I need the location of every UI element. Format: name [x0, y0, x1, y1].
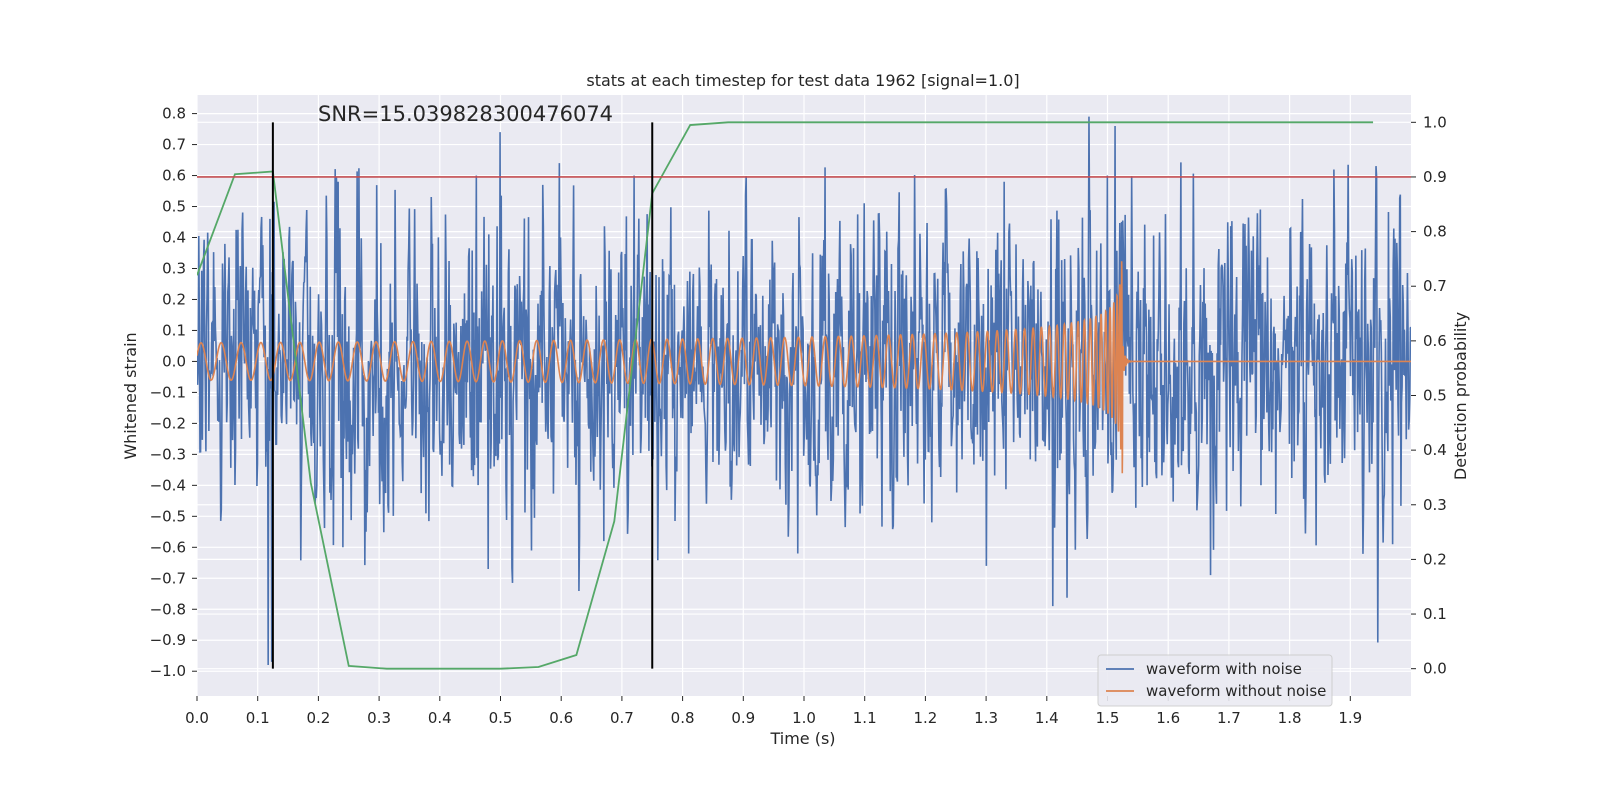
series-waveform-without-noise	[197, 261, 1411, 474]
y-tick-label: 0.5	[162, 198, 186, 216]
x-tick-label: 0.8	[671, 709, 695, 727]
y-tick-label: −0.4	[150, 476, 186, 494]
y-tick-label: 0.6	[162, 167, 186, 185]
marker-lines	[271, 122, 654, 669]
y2-tick-label: 0.3	[1423, 496, 1447, 514]
y2-tick-label: 0.9	[1423, 168, 1447, 186]
y-tick-label: −0.6	[150, 538, 186, 556]
chart-title: stats at each timestep for test data 196…	[586, 71, 1019, 90]
x-axis: 0.0 0.1 0.2 0.3 0.4 0.5 0.6 0.7 0.8 0.9 1.0 1.1 1.2 1…	[185, 696, 1362, 727]
y2-tick-label: 1.0	[1423, 113, 1447, 131]
x-tick-label: 1.6	[1156, 709, 1180, 727]
x-tick-label: 1.7	[1217, 709, 1241, 727]
x-tick-label: 1.8	[1278, 709, 1302, 727]
y-tick-label: 0.1	[162, 321, 186, 339]
x-tick-label: 0.1	[246, 709, 270, 727]
y-tick-label: 0.8	[162, 105, 186, 123]
legend: waveform with noise waveform without noi…	[1097, 654, 1333, 707]
x-tick-label: 0.9	[731, 709, 755, 727]
snr-annotation: SNR=15.039828300476074	[318, 102, 613, 126]
x-tick-label: 1.3	[974, 709, 998, 727]
x-tick-label: 0.2	[306, 709, 330, 727]
y-axis-left: 0.8 0.7 0.6 0.5 0.4 0.3 0.2 0.1 0.0 −0.1 −0.2 −0.3 −…	[150, 105, 197, 680]
x-tick-label: 0.6	[549, 709, 573, 727]
y-axis-label: Whitened strain	[121, 332, 140, 459]
x-tick-label: 1.5	[1096, 709, 1120, 727]
y-tick-label: 0.4	[162, 229, 186, 247]
x-tick-label: 1.0	[792, 709, 816, 727]
x-tick-label: 0.7	[610, 709, 634, 727]
x-tick-label: 0.0	[185, 709, 209, 727]
x-tick-label: 1.2	[913, 709, 937, 727]
y-tick-label: −0.9	[150, 631, 186, 649]
y2-axis-label: Detection probability	[1451, 312, 1470, 480]
y2-tick-label: 0.1	[1423, 605, 1447, 623]
y-tick-label: −0.1	[150, 383, 186, 401]
y-tick-label: −0.8	[150, 600, 186, 618]
y-tick-label: −1.0	[150, 662, 186, 680]
y2-tick-label: 0.6	[1423, 332, 1447, 350]
y2-tick-label: 0.4	[1423, 441, 1447, 459]
y-tick-label: −0.5	[150, 507, 186, 525]
x-tick-label: 0.5	[489, 709, 513, 727]
y-tick-label: 0.7	[162, 136, 186, 154]
y-tick-label: 0.3	[162, 259, 186, 277]
x-axis-label: Time (s)	[769, 729, 835, 748]
y-tick-label: 0.0	[162, 352, 186, 370]
y2-tick-label: 0.8	[1423, 223, 1447, 241]
series-waveform-with-noise	[197, 116, 1411, 666]
y-tick-label: −0.7	[150, 569, 186, 587]
legend-label-clean: waveform without noise	[1146, 682, 1326, 700]
y2-tick-label: 0.0	[1423, 660, 1447, 678]
y-axis-right: 1.0 0.9 0.8 0.7 0.6 0.5 0.4 0.3 0.2 0.1 0.0	[1411, 113, 1447, 678]
x-tick-label: 1.1	[853, 709, 877, 727]
x-tick-label: 1.9	[1338, 709, 1362, 727]
y2-tick-label: 0.2	[1423, 550, 1447, 568]
series-detection-probability	[197, 121, 1374, 670]
y2-tick-label: 0.7	[1423, 277, 1447, 295]
x-tick-label: 0.4	[428, 709, 452, 727]
x-tick-label: 0.3	[367, 709, 391, 727]
legend-box	[1097, 654, 1333, 707]
y-tick-label: 0.2	[162, 290, 186, 308]
y-tick-label: −0.2	[150, 414, 186, 432]
grid	[196, 95, 1411, 696]
legend-label-noise: waveform with noise	[1146, 660, 1302, 678]
y2-tick-label: 0.5	[1423, 387, 1447, 405]
y-tick-label: −0.3	[150, 445, 186, 463]
x-tick-label: 1.4	[1035, 709, 1059, 727]
